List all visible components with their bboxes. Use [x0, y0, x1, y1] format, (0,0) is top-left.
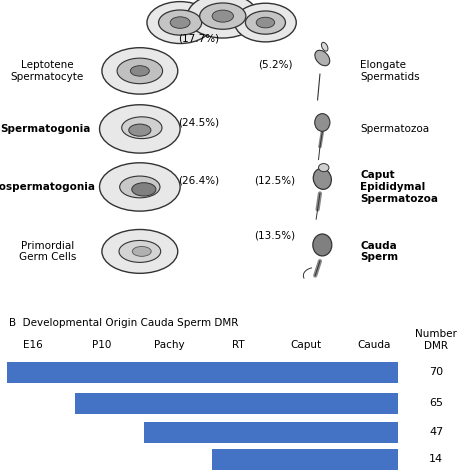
Ellipse shape	[319, 164, 329, 172]
Ellipse shape	[132, 246, 151, 256]
Text: Leptotene
Spermatocyte: Leptotene Spermatocyte	[11, 60, 84, 82]
Text: Spermatozoa: Spermatozoa	[360, 124, 429, 134]
Ellipse shape	[100, 163, 180, 211]
Text: Caput
Epididymal
Spermatozoa: Caput Epididymal Spermatozoa	[360, 170, 438, 203]
Ellipse shape	[100, 105, 180, 153]
Text: Prospermatogonia: Prospermatogonia	[0, 182, 95, 192]
Ellipse shape	[119, 176, 160, 198]
Ellipse shape	[170, 17, 190, 28]
Text: Primordial
Germ Cells: Primordial Germ Cells	[18, 241, 76, 262]
Ellipse shape	[129, 124, 151, 136]
Ellipse shape	[315, 114, 330, 131]
Ellipse shape	[102, 48, 178, 94]
Ellipse shape	[158, 10, 202, 35]
Text: E16: E16	[23, 340, 43, 350]
Ellipse shape	[313, 234, 332, 256]
Text: 70: 70	[429, 367, 443, 377]
Ellipse shape	[122, 117, 162, 138]
Text: (13.5%): (13.5%)	[255, 230, 295, 240]
Ellipse shape	[187, 0, 258, 38]
Ellipse shape	[246, 11, 285, 34]
Ellipse shape	[321, 42, 328, 51]
Ellipse shape	[147, 1, 213, 44]
FancyBboxPatch shape	[212, 449, 398, 470]
Ellipse shape	[130, 66, 149, 76]
Ellipse shape	[102, 229, 178, 273]
Text: B  Developmental Origin Cauda Sperm DMR: B Developmental Origin Cauda Sperm DMR	[9, 318, 239, 328]
FancyBboxPatch shape	[7, 362, 398, 383]
Text: Pachy: Pachy	[155, 340, 185, 350]
Ellipse shape	[256, 17, 274, 28]
Text: 47: 47	[429, 427, 443, 437]
Text: Elongate
Spermatids: Elongate Spermatids	[360, 60, 420, 82]
Ellipse shape	[212, 10, 233, 22]
Text: 14: 14	[429, 455, 443, 465]
Ellipse shape	[315, 50, 330, 66]
Text: Number
DMR: Number DMR	[415, 329, 457, 351]
Text: (12.5%): (12.5%)	[255, 175, 295, 185]
Ellipse shape	[200, 3, 246, 29]
Text: 65: 65	[429, 398, 443, 408]
Text: (17.7%): (17.7%)	[179, 34, 219, 44]
Text: Spermatogonia: Spermatogonia	[0, 124, 90, 134]
Text: RT: RT	[232, 340, 244, 350]
Text: (24.5%): (24.5%)	[179, 118, 219, 128]
Ellipse shape	[117, 58, 163, 84]
Text: Cauda: Cauda	[358, 340, 391, 350]
Ellipse shape	[132, 182, 156, 196]
Text: (5.2%): (5.2%)	[258, 59, 292, 70]
Ellipse shape	[119, 240, 161, 263]
Text: (26.4%): (26.4%)	[179, 175, 219, 185]
FancyBboxPatch shape	[144, 422, 398, 443]
Ellipse shape	[313, 168, 331, 189]
Text: P10: P10	[92, 340, 111, 350]
FancyBboxPatch shape	[75, 392, 398, 413]
Ellipse shape	[235, 3, 296, 42]
Text: Caput: Caput	[291, 340, 322, 350]
Text: Cauda
Sperm: Cauda Sperm	[360, 241, 398, 262]
